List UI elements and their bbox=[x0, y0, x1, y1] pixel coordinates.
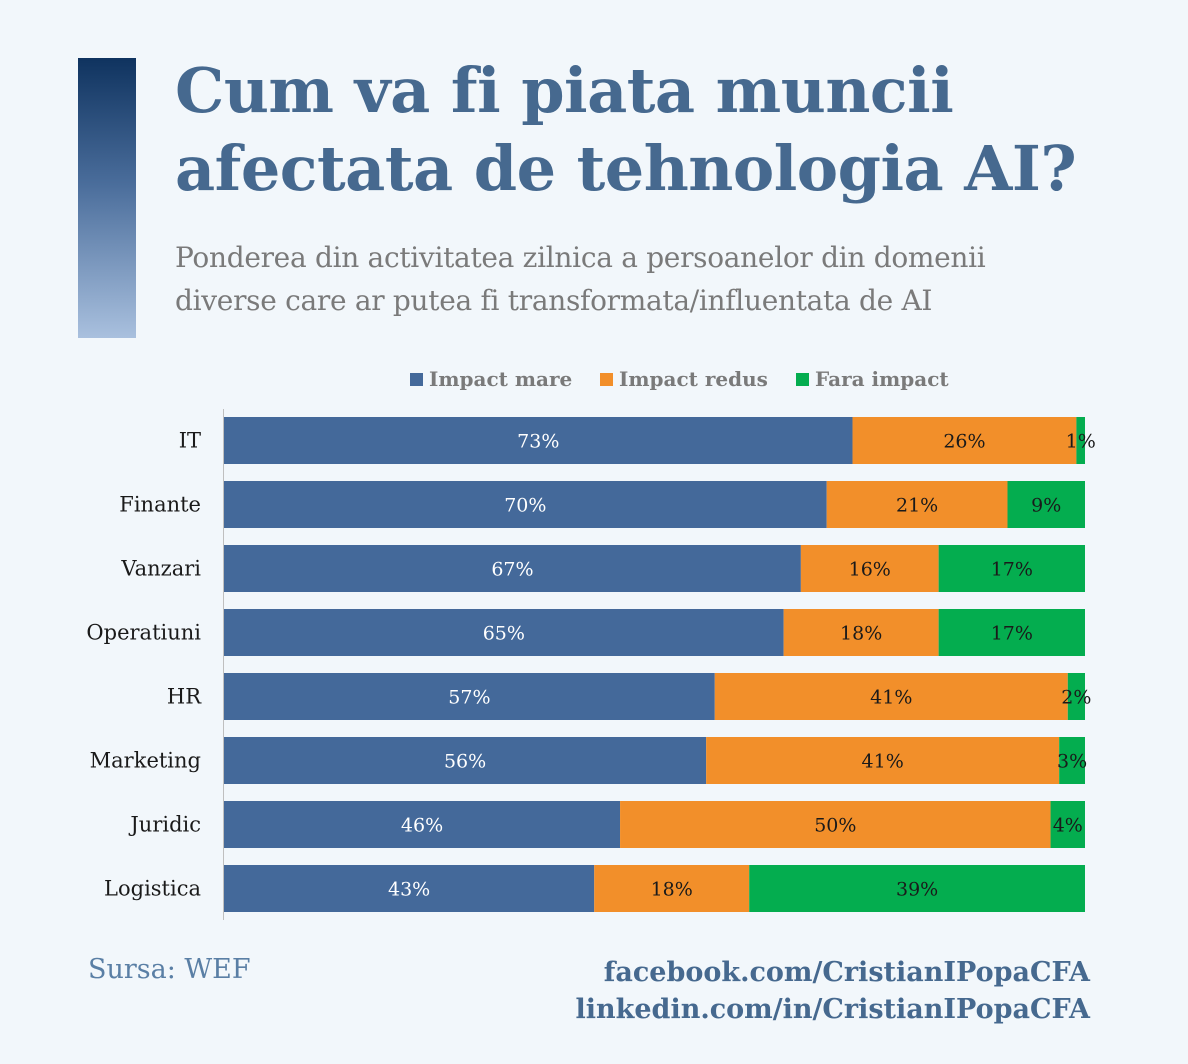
value-label-juridic-impact-mare: 46% bbox=[401, 815, 443, 837]
value-label-marketing-impact-redus: 41% bbox=[862, 751, 904, 773]
bar-it-fara-impact bbox=[1076, 417, 1085, 464]
value-label-vanzari-impact-redus: 16% bbox=[849, 559, 891, 581]
legend-label-impact-redus: Impact redus bbox=[619, 367, 768, 391]
bar-vanzari-impact-mare bbox=[224, 545, 801, 592]
category-label-hr: HR bbox=[167, 685, 202, 709]
value-label-vanzari-fara-impact: 17% bbox=[991, 559, 1033, 581]
title-line-2: afectata de tehnologia AI? bbox=[175, 132, 1077, 205]
linkedin-link[interactable]: linkedin.com/in/CristianIPopaCFA bbox=[575, 994, 1090, 1025]
chart-legend: Impact mare Impact redus Fara impact bbox=[0, 366, 1188, 392]
category-label-vanzari: Vanzari bbox=[120, 557, 201, 581]
page-title: Cum va fi piata muncii afectata de tehno… bbox=[175, 52, 1165, 208]
title-line-1: Cum va fi piata muncii bbox=[175, 54, 954, 127]
value-label-juridic-impact-redus: 50% bbox=[814, 815, 856, 837]
page-subtitle: Ponderea din activitatea zilnica a perso… bbox=[175, 236, 1165, 322]
bar-marketing-impact-redus bbox=[706, 737, 1060, 784]
bar-finante-impact-redus bbox=[826, 481, 1008, 528]
category-label-logistica: Logistica bbox=[104, 877, 201, 901]
value-label-operatiuni-impact-mare: 65% bbox=[483, 623, 525, 645]
value-label-finante-impact-mare: 70% bbox=[504, 495, 546, 517]
bar-juridic-fara-impact bbox=[1050, 801, 1085, 848]
value-label-logistica-impact-redus: 18% bbox=[651, 879, 693, 901]
legend-swatch-impact-mare bbox=[410, 372, 423, 386]
bar-juridic-impact-redus bbox=[620, 801, 1051, 848]
value-label-logistica-fara-impact: 39% bbox=[896, 879, 938, 901]
value-label-hr-impact-redus: 41% bbox=[870, 687, 912, 709]
category-label-juridic: Juridic bbox=[128, 813, 201, 837]
bar-marketing-impact-mare bbox=[224, 737, 707, 784]
value-label-it-fara-impact: 1% bbox=[1066, 431, 1096, 453]
legend-item-fara-impact: Fara impact bbox=[796, 366, 949, 392]
bar-hr-impact-redus bbox=[714, 673, 1068, 720]
category-label-finante: Finante bbox=[119, 493, 201, 517]
legend-item-impact-redus: Impact redus bbox=[600, 366, 768, 392]
category-label-operatiuni: Operatiuni bbox=[86, 621, 201, 645]
bar-finante-fara-impact bbox=[1007, 481, 1085, 528]
legend-item-impact-mare: Impact mare bbox=[410, 366, 572, 392]
social-links: facebook.com/CristianIPopaCFA linkedin.c… bbox=[576, 954, 1090, 1028]
value-label-it-impact-mare: 73% bbox=[517, 431, 559, 453]
value-label-hr-fara-impact: 2% bbox=[1061, 687, 1091, 709]
value-label-it-impact-redus: 26% bbox=[943, 431, 985, 453]
value-label-finante-impact-redus: 21% bbox=[896, 495, 938, 517]
facebook-link[interactable]: facebook.com/CristianIPopaCFA bbox=[603, 957, 1090, 988]
value-label-logistica-impact-mare: 43% bbox=[388, 879, 430, 901]
legend-swatch-impact-redus bbox=[600, 372, 613, 386]
value-label-juridic-fara-impact: 4% bbox=[1053, 815, 1083, 837]
value-label-marketing-fara-impact: 3% bbox=[1057, 751, 1087, 773]
bar-it-impact-mare bbox=[224, 417, 853, 464]
legend-label-impact-mare: Impact mare bbox=[429, 367, 573, 391]
bar-juridic-impact-mare bbox=[224, 801, 621, 848]
bar-logistica-impact-redus bbox=[594, 865, 750, 912]
category-label-it: IT bbox=[179, 429, 201, 453]
bar-marketing-fara-impact bbox=[1059, 737, 1085, 784]
bar-logistica-fara-impact bbox=[749, 865, 1085, 912]
value-label-vanzari-impact-mare: 67% bbox=[491, 559, 533, 581]
value-label-marketing-impact-mare: 56% bbox=[444, 751, 486, 773]
value-label-operatiuni-fara-impact: 17% bbox=[991, 623, 1033, 645]
value-label-operatiuni-impact-redus: 18% bbox=[840, 623, 882, 645]
source-note: Sursa: WEF bbox=[88, 954, 251, 985]
legend-swatch-fara-impact bbox=[796, 372, 809, 386]
bar-finante-impact-mare bbox=[224, 481, 827, 528]
bar-operatiuni-impact-mare bbox=[224, 609, 784, 656]
bar-logistica-impact-mare bbox=[224, 865, 595, 912]
value-label-hr-impact-mare: 57% bbox=[448, 687, 490, 709]
bar-operatiuni-impact-redus bbox=[783, 609, 939, 656]
bar-hr-impact-mare bbox=[224, 673, 715, 720]
bar-vanzari-impact-redus bbox=[800, 545, 939, 592]
value-label-finante-fara-impact: 9% bbox=[1031, 495, 1061, 517]
accent-bar bbox=[78, 58, 136, 338]
legend-label-fara-impact: Fara impact bbox=[815, 367, 949, 391]
bar-it-impact-redus bbox=[852, 417, 1077, 464]
category-label-marketing: Marketing bbox=[90, 749, 201, 773]
subtitle-line-1: Ponderea din activitatea zilnica a perso… bbox=[175, 241, 986, 274]
bar-operatiuni-fara-impact bbox=[938, 609, 1085, 656]
bar-hr-fara-impact bbox=[1067, 673, 1085, 720]
subtitle-line-2: diverse care ar putea fi transformata/in… bbox=[175, 284, 933, 317]
bar-vanzari-fara-impact bbox=[938, 545, 1085, 592]
